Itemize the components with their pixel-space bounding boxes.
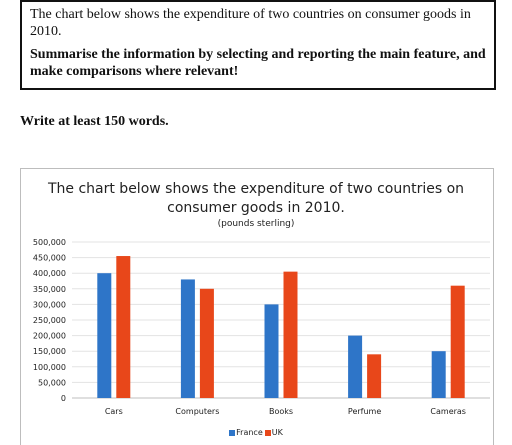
y-tick-label: 100,000 bbox=[33, 363, 66, 372]
y-tick-label: 300,000 bbox=[33, 300, 66, 309]
bar-uk-cameras bbox=[450, 285, 465, 398]
bar-france-perfume bbox=[348, 335, 363, 398]
x-tick-label: Cars bbox=[105, 407, 123, 416]
legend-item-uk: UK bbox=[264, 428, 283, 437]
bar-france-books bbox=[264, 304, 279, 398]
task-prompt: The chart below shows the expenditure of… bbox=[30, 7, 471, 39]
x-tick-label: Books bbox=[269, 407, 293, 416]
y-tick-label: 500,000 bbox=[33, 238, 66, 247]
chart-subtitle: (pounds sterling) bbox=[217, 219, 295, 229]
legend-item-france: France bbox=[229, 428, 263, 437]
x-tick-label: Cameras bbox=[430, 407, 466, 416]
legend-label: UK bbox=[271, 428, 283, 437]
chart-title: The chart below shows the expenditure of… bbox=[0, 180, 512, 218]
y-tick-label: 50,000 bbox=[38, 378, 66, 387]
x-tick-label: Perfume bbox=[348, 407, 381, 416]
chart-legend: France UK bbox=[0, 428, 512, 437]
bar-uk-cars bbox=[116, 256, 131, 398]
y-tick-label: 200,000 bbox=[33, 332, 66, 341]
x-axis-tick-labels: Cars Computers Books Perfume Cameras bbox=[105, 407, 466, 416]
y-tick-label: 450,000 bbox=[33, 254, 66, 263]
bar-uk-books bbox=[283, 271, 298, 398]
word-count-instruction: Write at least 150 words. bbox=[20, 114, 169, 129]
legend-swatch bbox=[229, 429, 236, 436]
legend-swatch bbox=[264, 429, 271, 436]
y-tick-label: 400,000 bbox=[33, 269, 66, 278]
y-tick-label: 0 bbox=[61, 394, 66, 403]
legend-label: France bbox=[236, 428, 263, 437]
bar-france-computers bbox=[180, 279, 195, 398]
grid-layer bbox=[72, 241, 490, 399]
task-box: The chart below shows the expenditure of… bbox=[20, 0, 496, 90]
y-axis-tick-labels: 0 50,000 100,000 150,000 200,000 250,000 300,0… bbox=[33, 238, 66, 403]
x-tick-label: Computers bbox=[175, 407, 219, 416]
task-instruction: Summarise the information by selecting a… bbox=[30, 47, 486, 79]
bar-france-cameras bbox=[431, 351, 446, 398]
bars bbox=[97, 256, 465, 398]
chart-title-line1: The chart below shows the expenditure of… bbox=[47, 181, 465, 197]
bar-uk-computers bbox=[199, 288, 214, 398]
bar-france-cars bbox=[97, 273, 112, 398]
y-tick-label: 250,000 bbox=[33, 316, 66, 325]
y-tick-label: 150,000 bbox=[33, 347, 66, 356]
chart-title-line2: consumer goods in 2010. bbox=[167, 200, 345, 216]
y-tick-label: 350,000 bbox=[33, 285, 66, 294]
bar-uk-perfume bbox=[367, 354, 382, 398]
